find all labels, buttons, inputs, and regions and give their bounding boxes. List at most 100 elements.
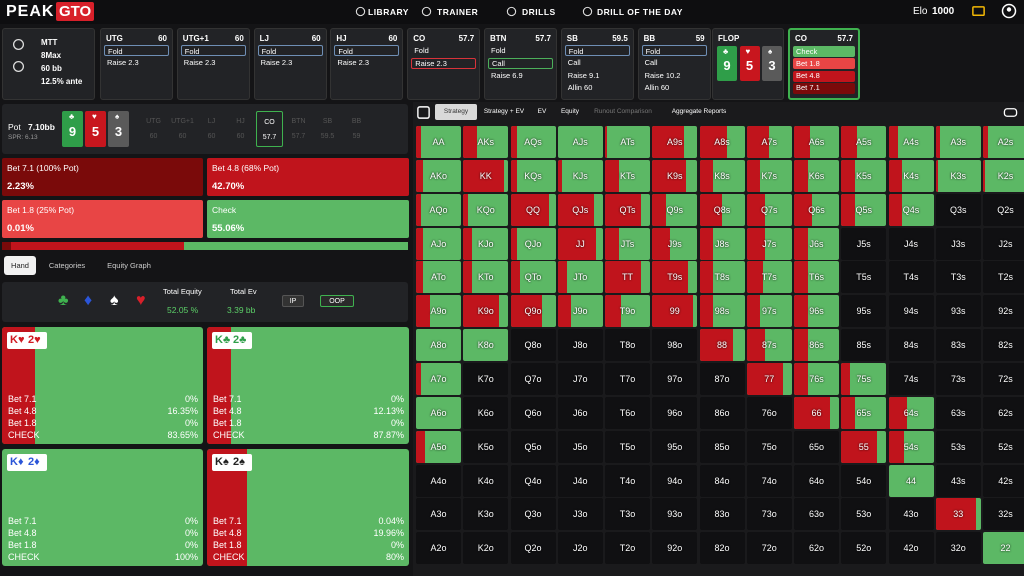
hand-cell[interactable]: A3o bbox=[416, 498, 461, 531]
hand-cell[interactable]: KQs bbox=[510, 159, 556, 192]
position-card[interactable]: UTG+1 60 Fold Raise 2.3 bbox=[176, 28, 250, 100]
strategy-tab[interactable]: EV bbox=[535, 104, 549, 120]
hand-cell[interactable]: JJ bbox=[557, 227, 603, 260]
hand-cell[interactable]: 73s bbox=[935, 362, 981, 395]
nav-link[interactable]: TRAINER bbox=[437, 7, 479, 17]
hand-cell[interactable]: 83s bbox=[935, 329, 981, 362]
hand-cell[interactable]: Q6s bbox=[794, 193, 839, 226]
hand-cell[interactable]: 84o bbox=[699, 464, 745, 497]
hand-cell[interactable]: 87o bbox=[699, 362, 745, 395]
nav-link[interactable]: DRILL OF THE DAY bbox=[597, 7, 683, 17]
hand-cell[interactable]: 62o bbox=[794, 532, 839, 565]
hand-cell[interactable]: 33 bbox=[935, 498, 981, 531]
hand-cell[interactable]: Q8s bbox=[699, 193, 745, 226]
hand-cell[interactable]: A5o bbox=[416, 430, 461, 463]
position-card[interactable]: BTN 57.7 Fold Call Raise 6.9 bbox=[484, 28, 557, 100]
seat[interactable]: CO 57.7 bbox=[256, 111, 283, 147]
hand-cell[interactable]: Q9s bbox=[652, 193, 698, 226]
hand-cell[interactable]: Q7s bbox=[746, 193, 792, 226]
action-option[interactable]: Raise 9.1 bbox=[565, 70, 630, 81]
position-card[interactable]: SB 59.5 Fold Call Raise 9.1 Allin 60 bbox=[560, 28, 634, 100]
seat[interactable]: UTG+1 60 bbox=[169, 111, 196, 147]
nav-link[interactable]: DRILLS bbox=[522, 7, 556, 17]
hand-cell[interactable]: 88 bbox=[699, 329, 745, 362]
hand-cell[interactable]: T8s bbox=[699, 261, 745, 294]
position-card[interactable]: HJ 60 Fold Raise 2.3 bbox=[330, 28, 404, 100]
hand-cell[interactable]: T6o bbox=[605, 396, 650, 429]
hand-cell[interactable]: 76s bbox=[794, 362, 839, 395]
tab[interactable]: Hand bbox=[4, 256, 36, 275]
hand-cell[interactable]: K6o bbox=[463, 396, 509, 429]
hand-cell[interactable]: 96o bbox=[652, 396, 698, 429]
strategy-tab[interactable]: Strategy + EV bbox=[481, 104, 527, 120]
hand-cell[interactable]: A6o bbox=[416, 396, 461, 429]
hand-cell[interactable]: A9o bbox=[416, 295, 461, 328]
hand-cell[interactable]: 44 bbox=[888, 464, 934, 497]
hand-cell[interactable]: K2s bbox=[983, 159, 1024, 192]
hand-cell[interactable]: 86o bbox=[699, 396, 745, 429]
hand-cell[interactable]: A9s bbox=[652, 126, 698, 158]
hand-cell[interactable]: 84s bbox=[888, 329, 934, 362]
hand-cell[interactable]: ATo bbox=[416, 261, 461, 294]
hand-cell[interactable]: T3o bbox=[605, 498, 650, 531]
action-option[interactable]: Call bbox=[488, 57, 553, 69]
hand-cell[interactable]: TT bbox=[605, 261, 650, 294]
hand-cell[interactable]: 63s bbox=[935, 396, 981, 429]
hand-cell[interactable]: K4o bbox=[463, 464, 509, 497]
hand-cell[interactable]: 82s bbox=[983, 329, 1024, 362]
hand-cell[interactable]: A7o bbox=[416, 362, 461, 395]
strategy-option[interactable]: Bet 7.1 bbox=[793, 82, 855, 94]
hand-cell[interactable]: T7s bbox=[746, 261, 792, 294]
hand-cell[interactable]: AJs bbox=[557, 126, 603, 158]
hand-cell[interactable]: JTo bbox=[557, 261, 603, 294]
strategy-option[interactable]: Check bbox=[793, 46, 855, 57]
hand-cell[interactable]: 65s bbox=[841, 396, 887, 429]
action-option[interactable]: Raise 10.2 bbox=[642, 70, 707, 81]
strategy-option[interactable]: Bet 1.8 bbox=[793, 58, 855, 70]
hand-cell[interactable]: K9o bbox=[463, 295, 509, 328]
hand-cell[interactable]: 95o bbox=[652, 430, 698, 463]
position-card[interactable]: UTG 60 Fold Raise 2.3 bbox=[100, 28, 173, 100]
hand-cell[interactable]: A7s bbox=[746, 126, 792, 158]
hand-cell[interactable]: A5s bbox=[841, 126, 887, 158]
hand-cell[interactable]: 94o bbox=[652, 464, 698, 497]
suit-filter[interactable]: ♦ bbox=[84, 292, 93, 309]
hand-cell[interactable]: 74o bbox=[746, 464, 792, 497]
hand-cell[interactable]: 52o bbox=[841, 532, 887, 565]
hand-cell[interactable]: J9o bbox=[557, 295, 603, 328]
hand-cell[interactable]: A3s bbox=[935, 126, 981, 158]
action-button[interactable]: Check 55.06% bbox=[207, 200, 409, 238]
hand-cell[interactable]: AJo bbox=[416, 227, 461, 260]
position-card[interactable]: CO 57.7 Fold Raise 2.3 bbox=[407, 28, 481, 100]
hand-cell[interactable]: 94s bbox=[888, 295, 934, 328]
current-card[interactable]: CO 57.7 Check Bet 1.8 Bet 4.8 Bet 7.1 bbox=[788, 28, 860, 100]
strategy-tab[interactable]: Aggregate Reports bbox=[665, 104, 733, 120]
action-option[interactable]: Raise 2.3 bbox=[334, 58, 399, 69]
hand-cell[interactable]: A4o bbox=[416, 464, 461, 497]
hand-cell[interactable]: T2o bbox=[605, 532, 650, 565]
hand-cell[interactable]: J4o bbox=[557, 464, 603, 497]
action-option[interactable]: Fold bbox=[257, 45, 323, 56]
hand-cell[interactable]: Q5s bbox=[841, 193, 887, 226]
action-option[interactable]: Fold bbox=[411, 45, 476, 56]
hand-cell[interactable]: 64s bbox=[888, 396, 934, 429]
toggle[interactable]: IP bbox=[282, 295, 304, 307]
hand-cell[interactable]: Q8o bbox=[510, 329, 556, 362]
hand-cell[interactable]: K8o bbox=[463, 329, 509, 362]
hand-cell[interactable]: J8s bbox=[699, 227, 745, 260]
hand-cell[interactable]: K3s bbox=[935, 159, 981, 192]
action-option[interactable]: Fold bbox=[180, 45, 246, 56]
hand-cell[interactable]: 43s bbox=[935, 464, 981, 497]
hand-cell[interactable]: J3s bbox=[935, 227, 981, 260]
hand-cell[interactable]: QTs bbox=[605, 193, 650, 226]
hand-cell[interactable]: Q2o bbox=[510, 532, 556, 565]
hand-cell[interactable]: T8o bbox=[605, 329, 650, 362]
toggle[interactable]: OOP bbox=[320, 295, 354, 307]
suit-filter[interactable]: ♣ bbox=[58, 292, 69, 309]
hand-cell[interactable]: 54s bbox=[888, 430, 934, 463]
hand-cell[interactable]: T4o bbox=[605, 464, 650, 497]
position-card[interactable]: BB 59 Fold Call Raise 10.2 Allin 60 bbox=[637, 28, 711, 100]
hand-cell[interactable]: QTo bbox=[510, 261, 556, 294]
hand-cell[interactable]: A8o bbox=[416, 329, 461, 362]
seat[interactable]: BTN 57.7 bbox=[285, 111, 312, 147]
